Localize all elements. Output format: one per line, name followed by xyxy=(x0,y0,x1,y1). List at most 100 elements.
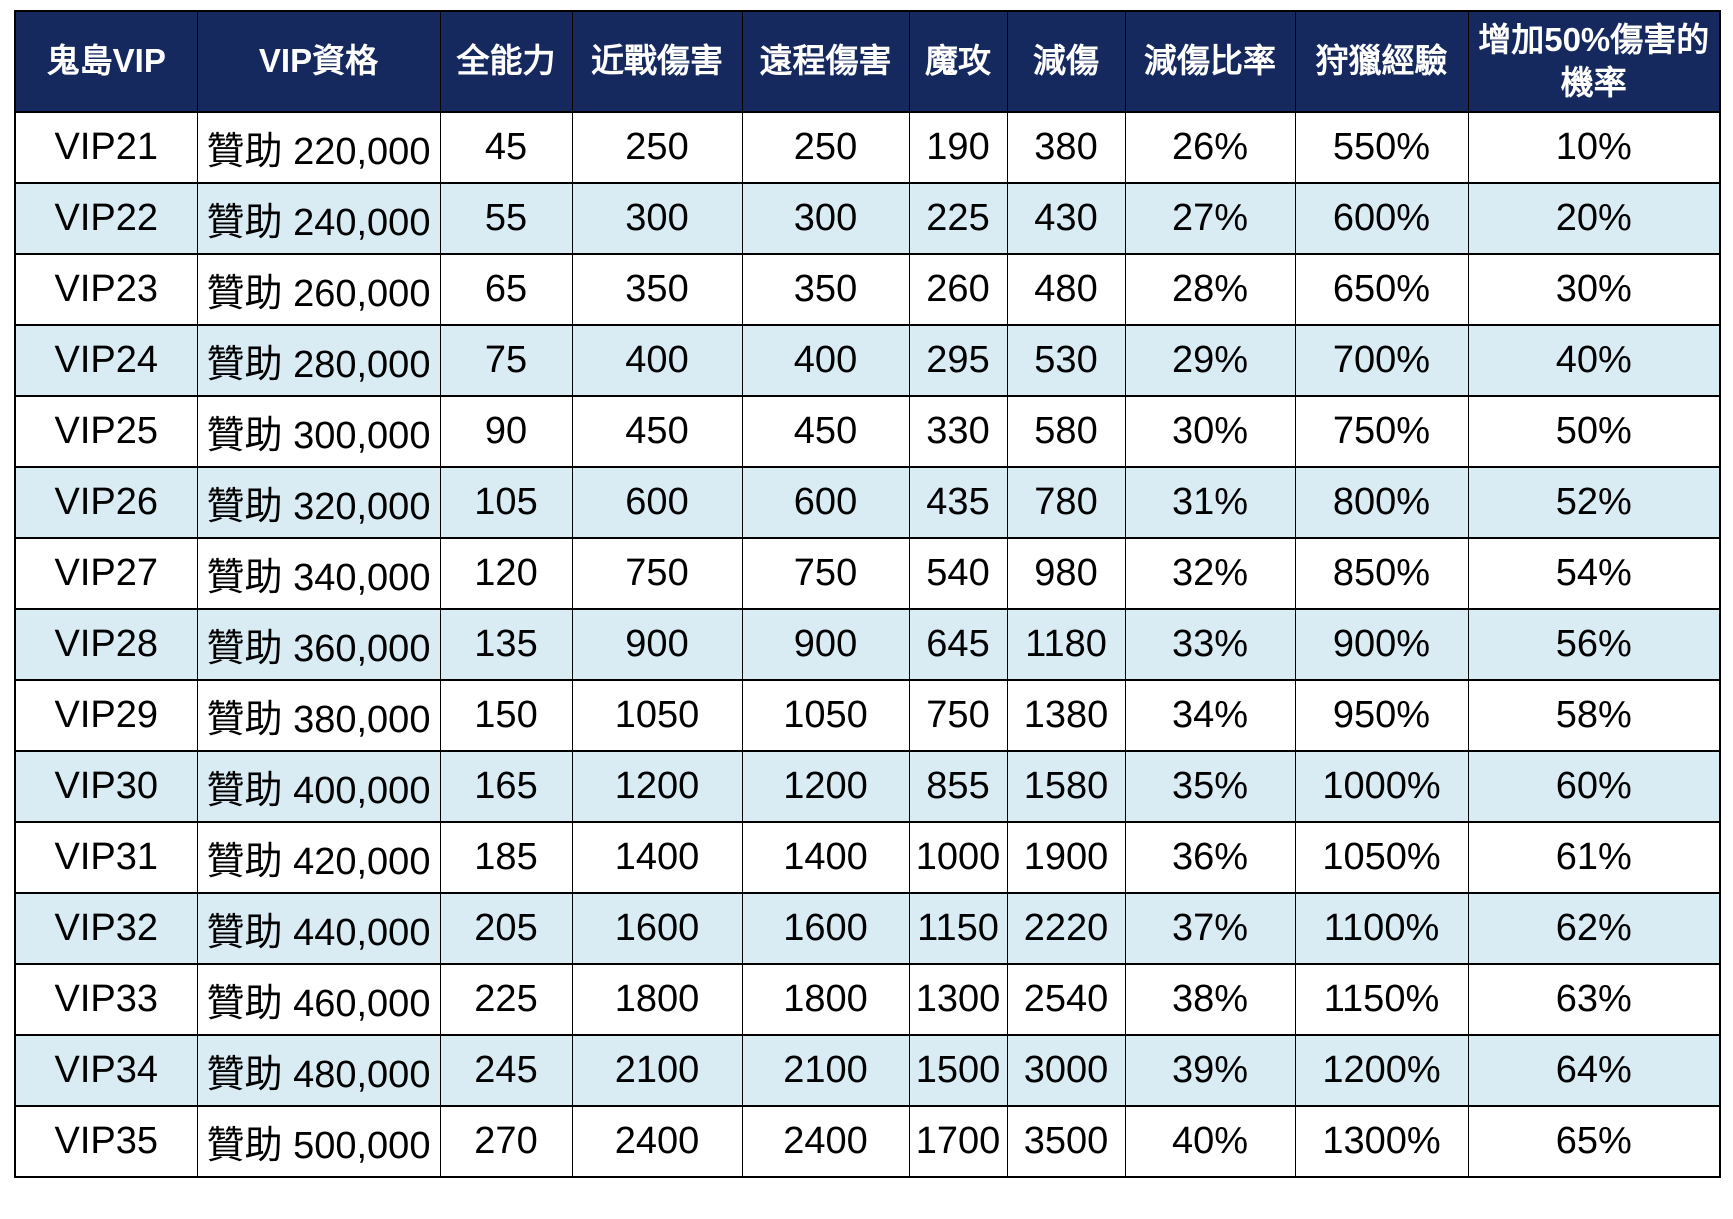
cell-ranged-damage: 1050 xyxy=(741,679,910,752)
cell-vip-level: VIP24 xyxy=(14,324,198,397)
cell-bonus-damage-chance: 65% xyxy=(1467,1105,1721,1178)
cell-melee-damage: 300 xyxy=(571,182,743,255)
cell-melee-damage: 2400 xyxy=(571,1105,743,1178)
cell-melee-damage: 250 xyxy=(571,111,743,184)
cell-magic-attack: 435 xyxy=(908,466,1008,539)
cell-bonus-damage-chance: 10% xyxy=(1467,111,1721,184)
cell-vip-qualification: 贊助 300,000 xyxy=(196,395,441,468)
cell-hunting-exp: 900% xyxy=(1294,608,1469,681)
cell-ranged-damage: 750 xyxy=(741,537,910,610)
cell-vip-level: VIP23 xyxy=(14,253,198,326)
cell-all-stats: 65 xyxy=(439,253,573,326)
cell-all-stats: 55 xyxy=(439,182,573,255)
header-vip-qualification: VIP資格 xyxy=(196,11,441,113)
vip-levels-table: 鬼島VIP VIP資格 全能力 近戰傷害 遠程傷害 魔攻 減傷 減傷比率 狩獵經驗 增加50%傷害… xyxy=(14,10,1721,1178)
table-row: VIP22 贊助 240,000 55 300 300 225 430 27% 600% 20% xyxy=(14,182,1721,255)
header-all-stats: 全能力 xyxy=(439,11,573,113)
cell-vip-qualification: 贊助 480,000 xyxy=(196,1034,441,1107)
cell-bonus-damage-chance: 64% xyxy=(1467,1034,1721,1107)
cell-damage-reduction-ratio: 40% xyxy=(1124,1105,1296,1178)
cell-vip-qualification: 贊助 340,000 xyxy=(196,537,441,610)
cell-melee-damage: 450 xyxy=(571,395,743,468)
header-vip-level: 鬼島VIP xyxy=(14,11,198,113)
cell-all-stats: 135 xyxy=(439,608,573,681)
cell-vip-qualification: 贊助 360,000 xyxy=(196,608,441,681)
cell-vip-level: VIP33 xyxy=(14,963,198,1036)
cell-damage-reduction-ratio: 35% xyxy=(1124,750,1296,823)
cell-melee-damage: 400 xyxy=(571,324,743,397)
cell-damage-reduction: 480 xyxy=(1006,253,1126,326)
cell-damage-reduction-ratio: 38% xyxy=(1124,963,1296,1036)
cell-bonus-damage-chance: 63% xyxy=(1467,963,1721,1036)
cell-vip-level: VIP28 xyxy=(14,608,198,681)
cell-vip-level: VIP34 xyxy=(14,1034,198,1107)
header-damage-reduction: 減傷 xyxy=(1006,11,1126,113)
cell-ranged-damage: 1600 xyxy=(741,892,910,965)
cell-damage-reduction-ratio: 39% xyxy=(1124,1034,1296,1107)
table-body: VIP21 贊助 220,000 45 250 250 190 380 26% 550% 10% V… xyxy=(14,111,1721,1178)
cell-vip-level: VIP30 xyxy=(14,750,198,823)
table-row: VIP34 贊助 480,000 245 2100 2100 1500 3000 39% 120… xyxy=(14,1034,1721,1107)
vip-table-container: 鬼島VIP VIP資格 全能力 近戰傷害 遠程傷害 魔攻 減傷 減傷比率 狩獵經驗 增加50%傷害… xyxy=(14,10,1721,1178)
cell-vip-level: VIP26 xyxy=(14,466,198,539)
table-row: VIP28 贊助 360,000 135 900 900 645 1180 33% 900% 56… xyxy=(14,608,1721,681)
cell-damage-reduction-ratio: 33% xyxy=(1124,608,1296,681)
cell-melee-damage: 1400 xyxy=(571,821,743,894)
header-row: 鬼島VIP VIP資格 全能力 近戰傷害 遠程傷害 魔攻 減傷 減傷比率 狩獵經驗 增加50%傷害… xyxy=(14,11,1721,113)
cell-hunting-exp: 750% xyxy=(1294,395,1469,468)
cell-melee-damage: 750 xyxy=(571,537,743,610)
table-header: 鬼島VIP VIP資格 全能力 近戰傷害 遠程傷害 魔攻 減傷 減傷比率 狩獵經驗 增加50%傷害… xyxy=(14,11,1721,113)
cell-vip-level: VIP22 xyxy=(14,182,198,255)
cell-hunting-exp: 1150% xyxy=(1294,963,1469,1036)
cell-damage-reduction-ratio: 37% xyxy=(1124,892,1296,965)
cell-hunting-exp: 950% xyxy=(1294,679,1469,752)
table-row: VIP23 贊助 260,000 65 350 350 260 480 28% 650% 30% xyxy=(14,253,1721,326)
cell-magic-attack: 1000 xyxy=(908,821,1008,894)
cell-ranged-damage: 350 xyxy=(741,253,910,326)
table-row: VIP24 贊助 280,000 75 400 400 295 530 29% 700% 40% xyxy=(14,324,1721,397)
cell-damage-reduction: 3500 xyxy=(1006,1105,1126,1178)
cell-all-stats: 105 xyxy=(439,466,573,539)
table-row: VIP33 贊助 460,000 225 1800 1800 1300 2540 38% 115… xyxy=(14,963,1721,1036)
cell-vip-qualification: 贊助 380,000 xyxy=(196,679,441,752)
cell-all-stats: 185 xyxy=(439,821,573,894)
cell-vip-qualification: 贊助 220,000 xyxy=(196,111,441,184)
cell-hunting-exp: 600% xyxy=(1294,182,1469,255)
cell-vip-level: VIP32 xyxy=(14,892,198,965)
cell-damage-reduction-ratio: 34% xyxy=(1124,679,1296,752)
cell-magic-attack: 855 xyxy=(908,750,1008,823)
cell-hunting-exp: 800% xyxy=(1294,466,1469,539)
cell-bonus-damage-chance: 62% xyxy=(1467,892,1721,965)
table-row: VIP32 贊助 440,000 205 1600 1600 1150 2220 37% 110… xyxy=(14,892,1721,965)
cell-ranged-damage: 600 xyxy=(741,466,910,539)
cell-bonus-damage-chance: 20% xyxy=(1467,182,1721,255)
cell-melee-damage: 600 xyxy=(571,466,743,539)
cell-vip-qualification: 贊助 320,000 xyxy=(196,466,441,539)
cell-magic-attack: 260 xyxy=(908,253,1008,326)
table-row: VIP25 贊助 300,000 90 450 450 330 580 30% 750% 50% xyxy=(14,395,1721,468)
cell-ranged-damage: 1800 xyxy=(741,963,910,1036)
table-row: VIP26 贊助 320,000 105 600 600 435 780 31% 800% 52% xyxy=(14,466,1721,539)
cell-bonus-damage-chance: 61% xyxy=(1467,821,1721,894)
cell-bonus-damage-chance: 58% xyxy=(1467,679,1721,752)
cell-damage-reduction: 530 xyxy=(1006,324,1126,397)
cell-hunting-exp: 1100% xyxy=(1294,892,1469,965)
cell-magic-attack: 1500 xyxy=(908,1034,1008,1107)
table-row: VIP30 贊助 400,000 165 1200 1200 855 1580 35% 1000… xyxy=(14,750,1721,823)
cell-vip-qualification: 贊助 460,000 xyxy=(196,963,441,1036)
cell-hunting-exp: 700% xyxy=(1294,324,1469,397)
header-melee-damage: 近戰傷害 xyxy=(571,11,743,113)
cell-hunting-exp: 1050% xyxy=(1294,821,1469,894)
cell-melee-damage: 1050 xyxy=(571,679,743,752)
cell-damage-reduction: 2220 xyxy=(1006,892,1126,965)
cell-damage-reduction-ratio: 31% xyxy=(1124,466,1296,539)
cell-damage-reduction: 580 xyxy=(1006,395,1126,468)
cell-melee-damage: 1600 xyxy=(571,892,743,965)
header-hunting-exp: 狩獵經驗 xyxy=(1294,11,1469,113)
cell-magic-attack: 1150 xyxy=(908,892,1008,965)
cell-all-stats: 225 xyxy=(439,963,573,1036)
cell-hunting-exp: 1300% xyxy=(1294,1105,1469,1178)
header-bonus-damage-chance: 增加50%傷害的機率 xyxy=(1467,11,1721,113)
table-row: VIP29 贊助 380,000 150 1050 1050 750 1380 34% 950%… xyxy=(14,679,1721,752)
